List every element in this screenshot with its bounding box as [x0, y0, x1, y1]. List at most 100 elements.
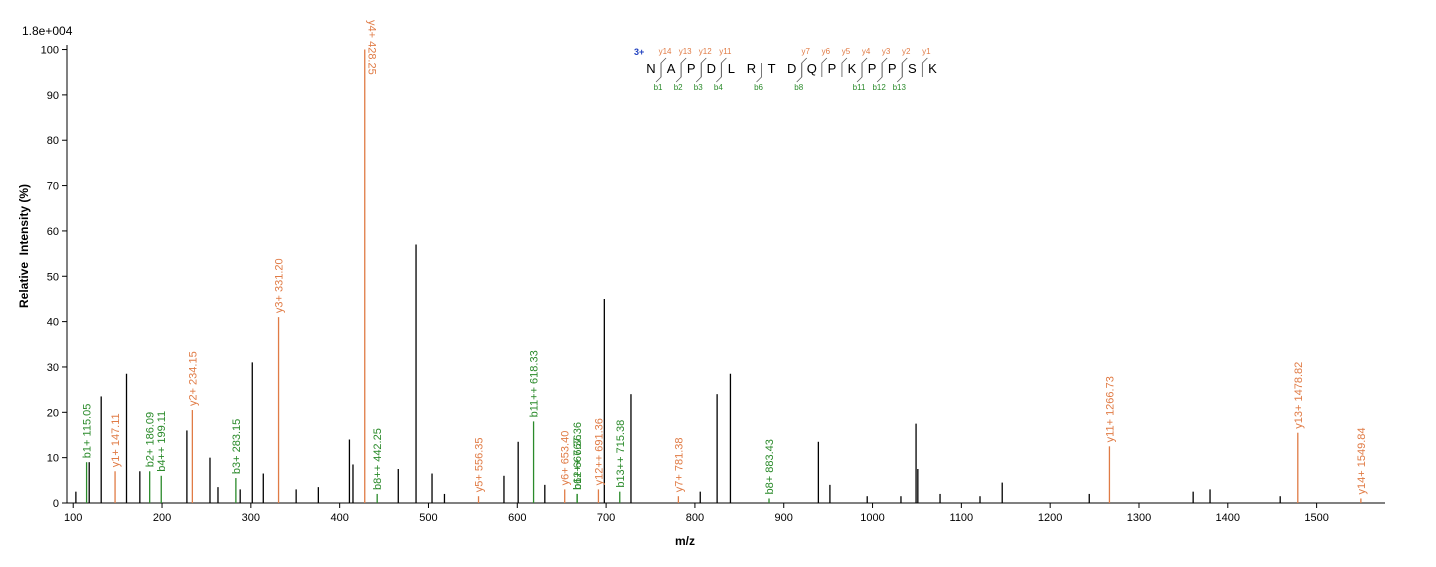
- b-ion: b8: [794, 83, 803, 92]
- x-tick-label: 800: [686, 512, 704, 524]
- x-tick-label: 700: [597, 512, 615, 524]
- y-cleavage: [841, 57, 848, 77]
- ion-label: b8++ 442.25: [372, 428, 384, 490]
- b-cleavage: [876, 63, 883, 83]
- ion-label: b12++ 667.36: [572, 422, 584, 490]
- ion-label: b1+ 115.05: [82, 404, 94, 459]
- ion-label: y5+ 556.35: [474, 437, 486, 492]
- b-ion: b2: [674, 83, 683, 92]
- ion-label: y1+ 147.11: [110, 413, 122, 467]
- x-tick-label: 1000: [860, 512, 884, 524]
- ion-label: y12++ 691.36: [593, 418, 605, 485]
- x-tick-label: 1200: [1038, 512, 1062, 524]
- x-tick-label: 900: [775, 512, 793, 524]
- y-cleavage: [861, 57, 868, 77]
- x-tick-label: 1400: [1216, 512, 1240, 524]
- residue: T: [768, 61, 776, 76]
- residue: D: [707, 61, 716, 76]
- y-cleavage: [720, 57, 727, 77]
- y-ion: y7: [802, 47, 811, 56]
- residue: Q: [807, 61, 817, 76]
- b-cleavage: [896, 63, 903, 83]
- residue: D: [787, 61, 796, 76]
- residue: P: [828, 61, 837, 76]
- residue: A: [667, 61, 676, 76]
- y-axis-label: Relative Intensity (%): [17, 184, 31, 308]
- x-tick-label: 1100: [950, 512, 974, 524]
- x-tick-label: 300: [242, 512, 260, 524]
- y-cleavage: [881, 57, 888, 77]
- y-tick-label: 100: [41, 45, 59, 57]
- x-tick-label: 400: [330, 512, 348, 524]
- residue: P: [687, 61, 696, 76]
- y-ion: y5: [842, 47, 851, 56]
- x-tick-label: 1500: [1304, 512, 1328, 524]
- ion-label: y6+ 653.40: [560, 431, 572, 486]
- b-ion: b13: [893, 83, 907, 92]
- y-ion: y3: [882, 47, 891, 56]
- ion-label: y7+ 781.38: [673, 437, 685, 492]
- b-cleavage: [675, 63, 682, 83]
- y-tick-label: 40: [47, 317, 59, 329]
- b-ion: b6: [754, 83, 763, 92]
- ion-label: y3+ 331.20: [274, 258, 286, 313]
- residue: N: [646, 61, 655, 76]
- y-tick-label: 90: [47, 90, 59, 102]
- y-ion: y14: [659, 47, 672, 56]
- ion-label: b2+ 186.09: [145, 412, 157, 467]
- ion-label: y14+ 1549.84: [1356, 427, 1368, 494]
- b-cleavage: [655, 63, 662, 83]
- y-ion: y13: [679, 47, 692, 56]
- y-tick-label: 70: [47, 181, 59, 193]
- b-cleavage: [756, 63, 762, 83]
- b-cleavage: [695, 63, 702, 83]
- ion-label: y11+ 1266.73: [1104, 376, 1116, 442]
- scale-label: 1.8e+004: [22, 24, 73, 38]
- y-tick-label: 50: [47, 271, 59, 283]
- ion-label: b8+ 883.43: [764, 439, 776, 494]
- ion-label: b13++ 715.38: [615, 420, 627, 488]
- y-tick-label: 30: [47, 362, 59, 374]
- y-tick-label: 60: [47, 226, 59, 238]
- residue: K: [928, 61, 937, 76]
- b-ion: b3: [694, 83, 703, 92]
- y-tick-label: 20: [47, 407, 59, 419]
- y-tick-label: 10: [47, 453, 59, 465]
- charge: 3+: [634, 47, 644, 57]
- y-cleavage: [680, 57, 687, 77]
- b-cleavage: [856, 63, 863, 83]
- ion-label: b6+ 667.36: [572, 435, 584, 490]
- residue: R: [747, 61, 756, 76]
- ion-label: b3+ 283.15: [231, 419, 243, 474]
- y-ion: y2: [902, 47, 911, 56]
- x-tick-label: 200: [153, 512, 171, 524]
- b-ion: b4: [714, 83, 723, 92]
- b-cleavage: [716, 63, 722, 83]
- y-ion: y6: [822, 47, 831, 56]
- residue: P: [868, 61, 877, 76]
- residue: P: [888, 61, 897, 76]
- ion-label: b4++ 199.11: [156, 411, 168, 472]
- ion-label: y13+ 1478.82: [1293, 362, 1305, 429]
- y-cleavage: [801, 57, 808, 77]
- y-ion: y11: [719, 47, 732, 56]
- b-ion: b12: [872, 83, 886, 92]
- y-ion: y1: [922, 47, 931, 56]
- y-ion: y4: [862, 47, 871, 56]
- y-cleavage: [700, 57, 707, 77]
- y-cleavage: [660, 57, 667, 77]
- y-cleavage: [921, 57, 928, 77]
- residue: K: [848, 61, 857, 76]
- x-axis-label: m/z: [675, 534, 695, 548]
- y-tick-label: 80: [47, 135, 59, 147]
- y-cleavage: [901, 57, 908, 77]
- b-ion: b1: [654, 83, 663, 92]
- residue: S: [908, 61, 917, 76]
- ion-label: y2+ 234.15: [187, 351, 199, 406]
- x-tick-label: 100: [64, 512, 82, 524]
- ion-label: y4+ 428.25: [366, 20, 378, 75]
- b-cleavage: [796, 63, 803, 83]
- x-tick-label: 600: [508, 512, 526, 524]
